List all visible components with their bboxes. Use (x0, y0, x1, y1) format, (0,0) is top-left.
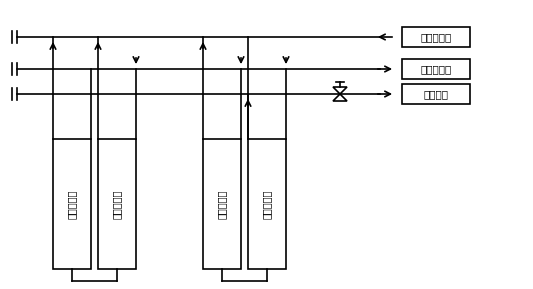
FancyBboxPatch shape (203, 139, 241, 269)
Text: 第二膜组件: 第二膜组件 (67, 189, 77, 219)
FancyBboxPatch shape (98, 139, 136, 269)
Text: 循环液进料: 循环液进料 (421, 32, 451, 42)
FancyBboxPatch shape (53, 139, 91, 269)
Text: 第一膜组件: 第一膜组件 (112, 189, 122, 219)
Text: 第二膜组件: 第二膜组件 (217, 189, 227, 219)
Text: 清液出料: 清液出料 (424, 89, 448, 99)
FancyBboxPatch shape (402, 59, 470, 79)
Text: 循环液出料: 循环液出料 (421, 64, 451, 74)
FancyBboxPatch shape (248, 139, 286, 269)
FancyBboxPatch shape (402, 84, 470, 104)
Text: 第一膜组件: 第一膜组件 (262, 189, 272, 219)
FancyBboxPatch shape (402, 27, 470, 47)
